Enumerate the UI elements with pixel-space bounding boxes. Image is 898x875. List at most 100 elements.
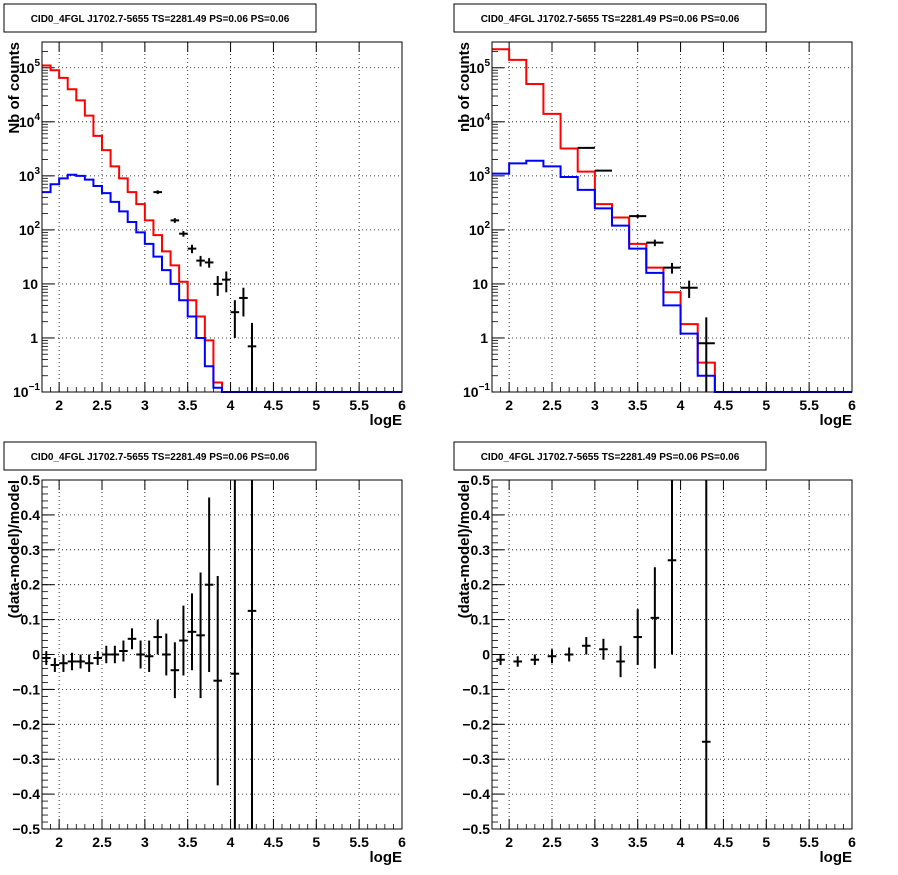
x-tick-label: 3 [591, 397, 599, 413]
x-tick-label: 3.5 [628, 397, 648, 413]
y-tick-label: −0.3 [462, 751, 490, 767]
y-tick-label: 0.2 [471, 577, 491, 593]
data-point [196, 572, 205, 699]
chart-1: CID0_4FGL J1702.7-5655 TS=2281.49 PS=0.0… [3, 3, 406, 429]
x-tick-label: 4.5 [714, 397, 734, 413]
data-point [153, 190, 162, 195]
y-tick-label: 1 [480, 330, 488, 346]
x-tick-label: 5.5 [799, 397, 819, 413]
y-axis-label: (data-model)/model [6, 480, 23, 618]
x-axis-label: logE [820, 412, 853, 429]
data-point [213, 575, 222, 786]
data-point [646, 239, 664, 247]
y-tick-label: 104 [469, 112, 491, 130]
chart-3: CID0_4FGL J1702.7-5655 TS=2281.49 PS=0.0… [3, 441, 406, 866]
y-tick-label: −0.1 [12, 681, 40, 697]
data-point [153, 619, 162, 655]
y-tick-label: 10 [472, 276, 488, 292]
chart-title: CID0_4FGL J1702.7-5655 TS=2281.49 PS=0.0… [31, 14, 290, 25]
data-point [530, 654, 540, 665]
y-tick-label: −0.2 [462, 716, 490, 732]
chart-title: CID0_4FGL J1702.7-5655 TS=2281.49 PS=0.0… [481, 14, 740, 25]
data-point [239, 287, 248, 317]
y-tick-label: 1 [30, 330, 38, 346]
data-point [170, 642, 180, 699]
chart-4: CID0_4FGL J1702.7-5655 TS=2281.49 PS=0.0… [453, 441, 856, 866]
x-axis-label: logE [370, 849, 403, 866]
x-axis-label: logE [370, 412, 403, 429]
x-tick-label: 2 [505, 834, 513, 850]
x-tick-label: 3 [141, 834, 149, 850]
title-box [3, 3, 317, 33]
data-point [663, 262, 681, 274]
y-tick-label: 0.1 [471, 612, 491, 628]
data-point [496, 654, 505, 665]
plot-frame [491, 479, 853, 830]
data-point [564, 647, 574, 662]
data-point [680, 280, 698, 298]
x-tick-label: 4 [677, 397, 685, 413]
x-tick-label: 6 [848, 397, 856, 413]
data-point [577, 146, 595, 149]
data-point [179, 605, 188, 676]
y-tick-label: −0.5 [12, 821, 40, 837]
y-tick-label: 0.5 [21, 472, 41, 488]
x-tick-label: 5.5 [349, 834, 369, 850]
data-point [162, 633, 171, 676]
title-box [453, 441, 767, 471]
data-point [222, 271, 231, 293]
plot-frame [41, 479, 403, 830]
data-point [582, 637, 591, 655]
x-tick-label: 4.5 [264, 834, 284, 850]
data-point [594, 169, 612, 172]
data-point [629, 214, 647, 218]
x-tick-label: 3.5 [178, 834, 198, 850]
data-point [187, 244, 197, 254]
data-point [110, 645, 120, 664]
data-point [144, 640, 154, 672]
y-tick-label: 104 [19, 112, 41, 130]
data-point [67, 652, 77, 671]
data-point [93, 651, 102, 665]
data-point [616, 645, 625, 678]
plot-frame [491, 41, 853, 393]
y-tick-label: 0.2 [21, 577, 41, 593]
data-point [119, 640, 128, 662]
x-tick-label: 4 [227, 397, 235, 413]
data-point [230, 480, 240, 829]
data-point [204, 497, 214, 672]
plot-area [42, 42, 402, 392]
data-point [247, 480, 257, 829]
x-tick-label: 2 [55, 834, 63, 850]
data-point [196, 255, 205, 267]
y-tick-label: 0.4 [471, 507, 491, 523]
data-point [42, 651, 51, 665]
data-point [650, 567, 660, 669]
data-point [213, 276, 222, 296]
x-tick-label: 2 [55, 397, 63, 413]
y-axis-label: (data-model)/model [456, 480, 473, 618]
x-tick-label: 5 [312, 397, 320, 413]
data-point [76, 654, 85, 669]
title-box [3, 441, 317, 471]
data-point [633, 609, 642, 665]
y-tick-label: 10−1 [13, 382, 40, 400]
x-tick-label: 5 [762, 834, 770, 850]
x-tick-label: 5.5 [799, 834, 819, 850]
x-tick-label: 2.5 [542, 397, 562, 413]
data-point [547, 649, 557, 664]
data-point [59, 654, 68, 672]
y-tick-label: 0 [32, 647, 40, 663]
x-tick-label: 6 [848, 834, 856, 850]
data-point [702, 480, 711, 829]
y-tick-label: 105 [19, 58, 41, 76]
plot-area [492, 42, 852, 392]
x-tick-label: 6 [398, 834, 406, 850]
y-tick-label: −0.4 [12, 786, 40, 802]
y-tick-label: 0.4 [21, 507, 41, 523]
x-tick-label: 5 [312, 834, 320, 850]
x-tick-label: 2.5 [92, 397, 112, 413]
data-point [179, 231, 188, 237]
y-axis-label: nb of counts [456, 42, 473, 132]
